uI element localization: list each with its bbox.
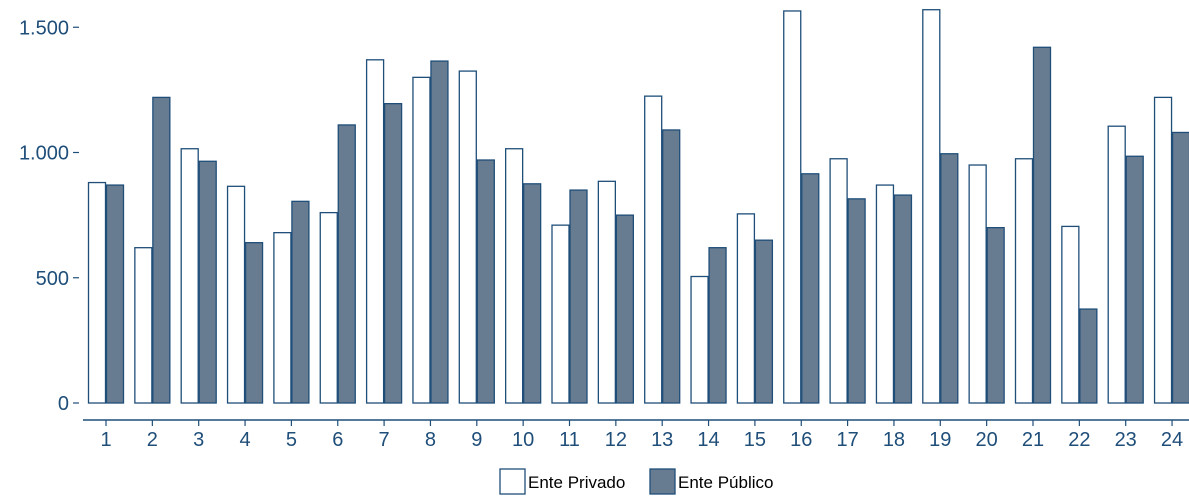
bar-ente-privado: [412, 76, 431, 404]
bar-ente-privado: [551, 224, 570, 404]
x-tick-label: 18: [883, 429, 905, 451]
legend: Ente Privado Ente Público: [499, 468, 773, 495]
bar-ente-privado: [968, 164, 987, 404]
bar-ente-privado: [1153, 96, 1173, 404]
x-tick-label: 15: [744, 429, 766, 451]
bar-ente-publico: [1171, 131, 1189, 404]
bar-ente-privado: [597, 180, 616, 404]
x-tick-label: 22: [1068, 429, 1090, 451]
y-tick-label: 1.000: [19, 143, 69, 165]
bar-ente-privado: [1014, 158, 1034, 404]
bar-ente-publico: [615, 214, 634, 404]
x-tick-label: 7: [379, 429, 390, 451]
legend-swatch: [499, 468, 526, 495]
bar-ente-publico: [430, 60, 449, 404]
x-tick-label: 17: [836, 429, 858, 451]
bar-ente-publico: [291, 200, 310, 404]
bar-ente-publico: [708, 247, 727, 404]
bar-ente-privado: [1107, 125, 1126, 404]
bar-ente-privado: [1061, 225, 1080, 404]
x-tick-label: 20: [976, 429, 998, 451]
bar-ente-privado: [736, 213, 756, 404]
bar-ente-privado: [783, 10, 802, 404]
x-tick-label: 10: [512, 429, 534, 451]
x-tick-label: 2: [147, 429, 158, 451]
bar-ente-privado: [226, 185, 246, 404]
y-tick-label: 500: [36, 268, 69, 290]
x-tick-label: 21: [1022, 429, 1044, 451]
legend-label: Ente Público: [678, 473, 773, 492]
x-tick-label: 8: [425, 429, 436, 451]
bar-ente-privado: [134, 247, 153, 404]
x-axis: 1 2 3 4 5 6 7 8 9 10 11 12 13 14 15 16 17 18 19 20 21 22 23 24: [83, 419, 1189, 451]
bar-ente-privado: [875, 184, 895, 404]
x-tick-label: 9: [471, 429, 482, 451]
x-tick-label: 1: [100, 429, 111, 451]
x-tick-label: 11: [559, 429, 580, 451]
bar-ente-publico: [847, 198, 866, 404]
bar-ente-privado: [319, 211, 338, 404]
bar-ente-publico: [152, 96, 171, 404]
bar-ente-publico: [523, 183, 542, 404]
x-tick-label: 4: [239, 429, 250, 451]
bar-ente-publico: [754, 239, 774, 404]
legend-swatch: [649, 468, 676, 495]
bar-ente-privado: [87, 181, 107, 404]
bar-ente-privado: [922, 9, 941, 404]
bar-ente-publico: [383, 103, 403, 404]
y-tick-label: 1.500: [19, 17, 69, 39]
bar-ente-privado: [365, 59, 385, 404]
bar-ente-publico: [801, 173, 820, 404]
bar-ente-publico: [940, 153, 959, 404]
bar-ente-publico: [1032, 46, 1052, 404]
bar-ente-publico: [337, 124, 356, 404]
bar-ente-privado: [829, 158, 848, 404]
x-tick-label: 24: [1161, 429, 1183, 451]
bar-ente-publico: [569, 189, 588, 404]
x-tick-label: 12: [605, 429, 627, 451]
bar-ente-privado: [504, 148, 524, 404]
x-tick-label: 16: [790, 429, 812, 451]
bar-ente-privado: [644, 95, 663, 404]
legend-label: Ente Privado: [528, 473, 625, 492]
bar-ente-publico: [476, 159, 495, 404]
x-tick-label: 19: [929, 429, 951, 451]
x-tick-label: 23: [1115, 429, 1137, 451]
bar-ente-publico: [1079, 308, 1098, 404]
bar-ente-publico: [1125, 155, 1144, 404]
bar-ente-privado: [273, 232, 292, 404]
y-tick-label: 0: [58, 393, 69, 415]
bars: [87, 9, 1189, 404]
bar-ente-publico: [105, 184, 125, 404]
bar-ente-privado: [690, 275, 709, 404]
bar-ente-privado: [180, 148, 199, 404]
bar-ente-publico: [244, 242, 264, 404]
x-tick-label: 5: [286, 429, 297, 451]
x-tick-label: 3: [193, 429, 204, 451]
x-tick-label: 14: [697, 429, 719, 451]
x-tick-label: 13: [651, 429, 673, 451]
y-axis: 0 500 1.000 1.500: [19, 17, 79, 415]
x-tick-label: 6: [332, 429, 343, 451]
bar-ente-publico: [662, 129, 681, 404]
bar-ente-publico: [986, 226, 1005, 404]
bar-ente-publico: [198, 160, 217, 404]
bar-ente-publico: [893, 194, 913, 404]
bar-ente-privado: [458, 70, 477, 404]
